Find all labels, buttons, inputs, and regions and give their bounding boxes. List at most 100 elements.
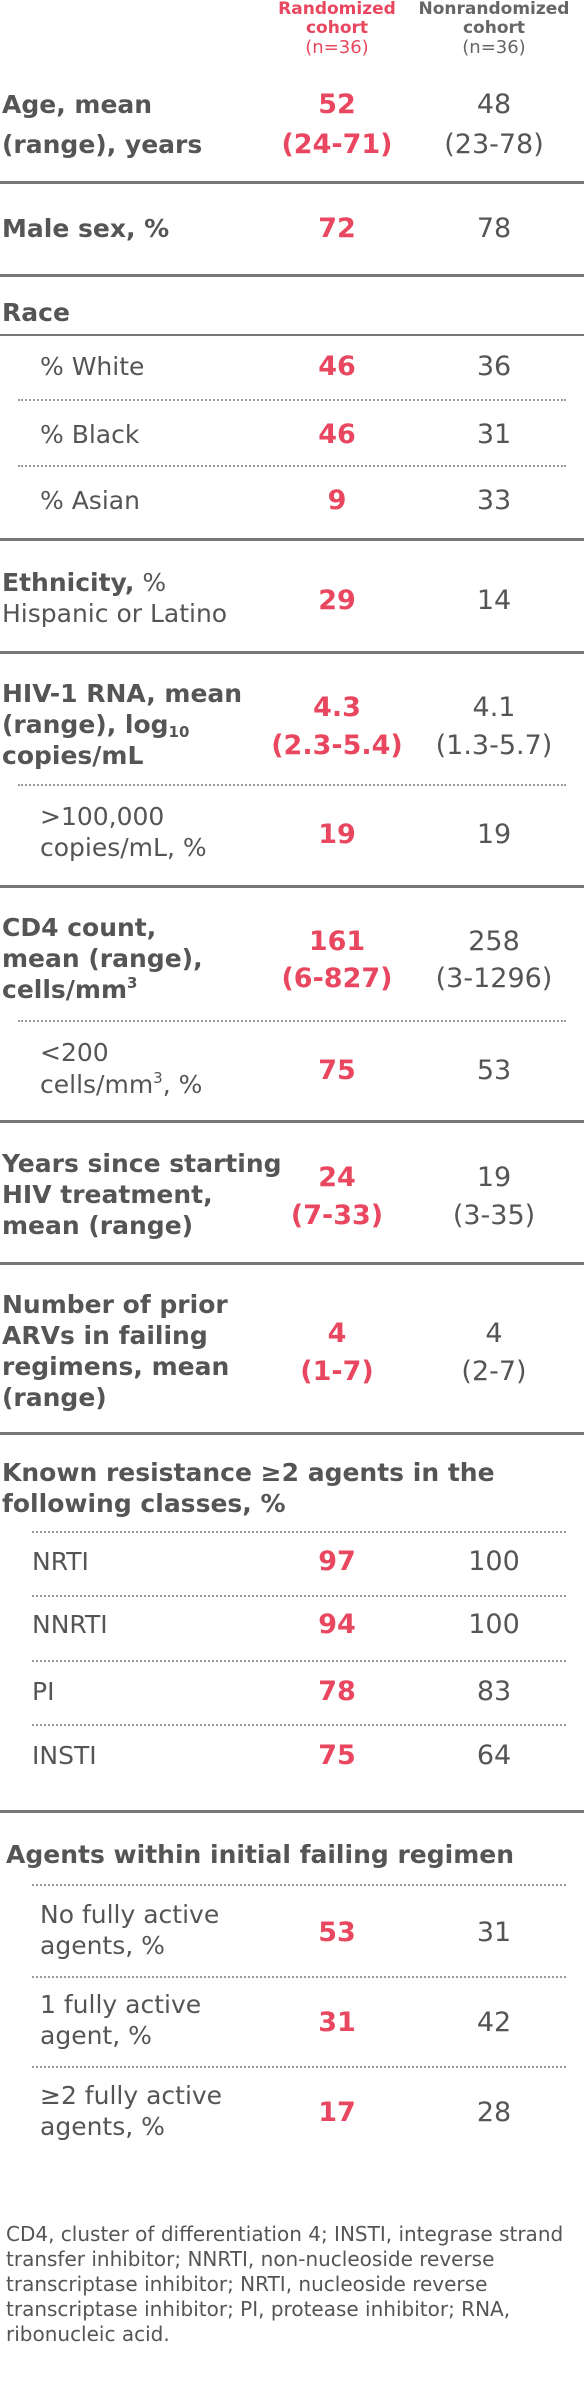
hiv-100k-nonrandomized-value: 19 (476, 819, 512, 850)
table-header: Randomized cohort (n=36) Nonrandomized c… (0, 0, 584, 70)
randomized-cohort-header: Randomized cohort (n=36) (262, 0, 412, 57)
nrti-nonrandomized-value: 100 (468, 1546, 520, 1577)
nnrti-randomized-value: 94 (318, 1609, 356, 1640)
age-label: Age, mean (2, 90, 153, 119)
dotted-divider (18, 784, 566, 786)
cd4-200-nonrandomized-value: 53 (476, 1055, 512, 1086)
section-divider (0, 1120, 584, 1123)
prior-arvs-label: ARVs in failing (2, 1321, 208, 1350)
dotted-divider (32, 2066, 566, 2068)
insti-label: INSTI (32, 1741, 97, 1770)
two-active-label: ≥2 fully active (40, 2081, 223, 2110)
pi-nonrandomized-value: 83 (476, 1676, 512, 1707)
cd4-200-label: cells/mm3, % (40, 1069, 203, 1099)
age-nonrandomized-range: (23-78) (444, 129, 544, 160)
prior-nonrandomized-value: 4 (485, 1318, 503, 1349)
nrti-randomized-value: 97 (318, 1546, 356, 1577)
years-nonrandomized-value: 19 (476, 1162, 512, 1193)
one-active-label: agent, % (40, 2021, 152, 2050)
two-active-randomized-value: 17 (318, 2097, 356, 2128)
no-active-label: agents, % (40, 1931, 165, 1960)
dotted-divider (18, 1020, 566, 1022)
no-active-randomized-value: 53 (318, 1917, 356, 1948)
agents-label: Agents within initial failing regimen (6, 1840, 515, 1869)
white-randomized-value: 46 (318, 351, 356, 382)
header-line: cohort (305, 18, 369, 38)
dotted-divider (18, 399, 566, 401)
age-label: (range), years (2, 130, 203, 159)
header-n: (n=36) (305, 37, 369, 58)
black-randomized-value: 46 (318, 419, 356, 450)
white-label: % White (40, 352, 145, 381)
insti-nonrandomized-value: 64 (476, 1740, 512, 1771)
race-label: Race (2, 298, 70, 327)
dotted-divider (32, 1660, 566, 1662)
black-label: % Black (40, 420, 140, 449)
male-nonrandomized-value: 78 (476, 213, 512, 244)
hiv-rna-label: HIV-1 RNA, mean (2, 679, 243, 708)
hiv-rna-label: copies/mL (2, 741, 144, 770)
section-divider (0, 334, 584, 336)
dotted-divider (18, 465, 566, 467)
age-randomized-value: 52 (318, 89, 356, 120)
ethnicity-randomized-value: 29 (318, 585, 356, 616)
hiv-100k-randomized-value: 19 (318, 819, 356, 850)
years-randomized-range: (7-33) (290, 1200, 384, 1231)
prior-nonrandomized-range: (2-7) (461, 1356, 527, 1387)
section-divider (0, 1432, 584, 1435)
two-active-nonrandomized-value: 28 (476, 2097, 512, 2128)
footnote: CD4, cluster of differentiation 4; INSTI… (6, 2222, 564, 2346)
hiv-rna-label: (range), log10 (2, 710, 190, 741)
age-randomized-range: (24-71) (281, 129, 393, 160)
section-divider (0, 181, 584, 184)
hiv-rna-randomized-value: 4.3 (313, 692, 361, 723)
years-label: mean (range) (2, 1211, 194, 1240)
age-nonrandomized-value: 48 (476, 89, 512, 120)
resistance-label: following classes, % (2, 1489, 286, 1518)
header-line: Randomized (278, 0, 396, 19)
male-sex-label: Male sex, % (2, 214, 170, 243)
dotted-divider (32, 1531, 566, 1533)
male-randomized-value: 72 (318, 213, 356, 244)
hiv-100k-label: >100,000 (40, 802, 165, 831)
one-active-randomized-value: 31 (318, 2007, 356, 2038)
hiv-rna-nonrandomized-range: (1.3-5.7) (435, 730, 553, 761)
years-randomized-value: 24 (318, 1162, 356, 1193)
cd4-nonrandomized-value: 258 (468, 926, 520, 957)
no-active-label: No fully active (40, 1900, 220, 1929)
nonrandomized-cohort-header: Nonrandomized cohort (n=36) (402, 0, 584, 57)
cd4-200-randomized-value: 75 (318, 1055, 356, 1086)
header-line: Nonrandomized (418, 0, 570, 19)
one-active-nonrandomized-value: 42 (476, 2007, 512, 2038)
no-active-nonrandomized-value: 31 (476, 1917, 512, 1948)
section-divider (0, 885, 584, 888)
prior-randomized-range: (1-7) (300, 1356, 374, 1387)
dotted-divider (32, 1884, 566, 1886)
prior-arvs-label: (range) (2, 1383, 107, 1412)
hiv-rna-randomized-range: (2.3-5.4) (271, 730, 403, 761)
hiv-100k-label: copies/mL, % (40, 833, 207, 862)
header-n: (n=36) (462, 37, 526, 58)
years-nonrandomized-range: (3-35) (452, 1200, 536, 1231)
section-divider (0, 1810, 584, 1813)
prior-arvs-label: regimens, mean (2, 1352, 230, 1381)
cd4-label: CD4 count, (2, 913, 157, 942)
section-divider (0, 274, 584, 277)
prior-randomized-value: 4 (327, 1318, 347, 1349)
black-nonrandomized-value: 31 (476, 419, 512, 450)
nnrti-nonrandomized-value: 100 (468, 1609, 520, 1640)
cd4-200-label: <200 (40, 1038, 109, 1067)
resistance-label: Known resistance ≥2 agents in the (2, 1458, 495, 1487)
ethnicity-nonrandomized-value: 14 (476, 585, 512, 616)
section-divider (0, 538, 584, 541)
ethnicity-label: Hispanic or Latino (2, 599, 228, 628)
insti-randomized-value: 75 (318, 1740, 356, 1771)
white-nonrandomized-value: 36 (476, 351, 512, 382)
cd4-nonrandomized-range: (3-1296) (435, 963, 553, 994)
pi-label: PI (32, 1677, 55, 1706)
two-active-label: agents, % (40, 2112, 165, 2141)
asian-label: % Asian (40, 486, 140, 515)
years-label: HIV treatment, (2, 1180, 213, 1209)
years-label: Years since starting (2, 1149, 282, 1178)
dotted-divider (32, 1724, 566, 1726)
